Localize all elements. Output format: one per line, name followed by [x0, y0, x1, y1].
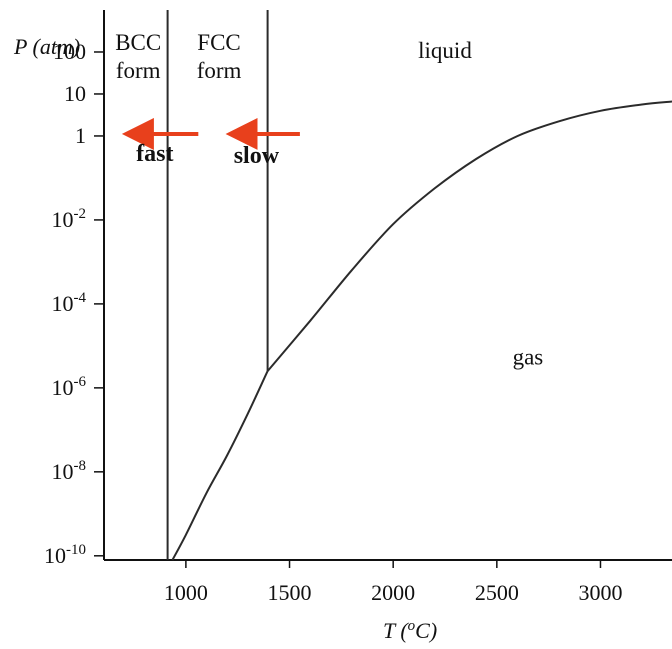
region-label: BCC form: [115, 30, 161, 83]
annotation-label: fast: [136, 141, 173, 167]
y-tick-label: 10-4: [52, 290, 87, 316]
y-tick-label: 10-8: [52, 458, 87, 484]
x-axis-label-prefix: T (: [383, 618, 409, 643]
x-axis-label: T (oC): [383, 618, 437, 643]
y-tick-label: 100: [53, 39, 86, 64]
x-axis-label-suffix: C): [415, 618, 437, 643]
region-label: gas: [513, 344, 544, 369]
y-tick-label: 1: [75, 123, 86, 148]
x-tick-label: 2000: [371, 580, 415, 605]
y-tick-label: 10-6: [52, 374, 87, 400]
x-tick-label: 1000: [164, 580, 208, 605]
phase-boundary-line: [266, 100, 672, 372]
annotations: fast slow: [121, 117, 300, 169]
x-tick-label: 2500: [475, 580, 519, 605]
x-tick-label: 1500: [268, 580, 312, 605]
phase-boundaries: [166, 10, 672, 561]
y-tick-label: 10-10: [44, 542, 86, 568]
y-tick-label: 10: [64, 81, 86, 106]
region-label: FCC form: [197, 30, 242, 83]
y-tick-label: 10-2: [52, 206, 87, 232]
region-label: liquid: [418, 38, 472, 63]
annotation-label: slow: [234, 143, 280, 169]
phase-boundary-line: [171, 370, 269, 561]
x-axis-label-superscript: o: [408, 618, 416, 634]
y-axis-label: P (atm): [13, 34, 80, 59]
axes: 100 10 1 10-2 10-4 10-6 10-8 10-10 1000 1500 2000 2…: [44, 10, 672, 605]
region-labels: BCC form FCC form liquid gas: [115, 30, 543, 369]
x-tick-label: 3000: [578, 580, 622, 605]
